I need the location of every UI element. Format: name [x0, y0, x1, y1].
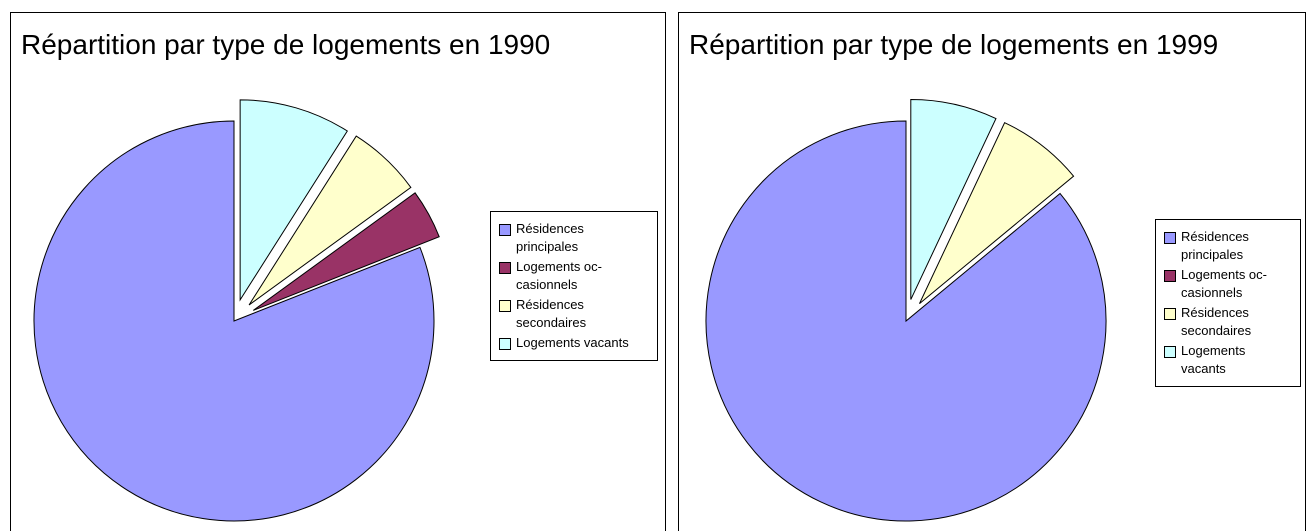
legend-swatch [1164, 346, 1176, 358]
legend-swatch [1164, 270, 1176, 282]
legend-item: Résidences secondaires [1164, 304, 1292, 340]
pie-slice [705, 120, 1107, 522]
legend-swatch [1164, 232, 1176, 244]
pie-slice [252, 192, 440, 311]
legend: Résidences principales Logements oc-casio… [490, 211, 658, 361]
legend-item: Logements oc-casionnels [499, 258, 649, 294]
legend-item: Logements vacants [499, 334, 649, 352]
pie-slice [919, 121, 1075, 305]
legend-item: Logements oc-casionnels [1164, 266, 1292, 302]
legend: Résidences principales Logements oc-casio… [1155, 219, 1301, 387]
legend-item: Résidences principales [1164, 228, 1292, 264]
legend-label: Logements vacants [516, 335, 629, 350]
legend-item: Résidences secondaires [499, 296, 649, 332]
pie-chart [33, 99, 440, 522]
legend-label: Résidences principales [516, 221, 584, 254]
legend-swatch [499, 262, 511, 274]
pie-slice [239, 99, 348, 302]
chart-title: Répartition par type de logements en 199… [21, 29, 551, 60]
pie-slice [910, 99, 997, 300]
legend-swatch [499, 224, 511, 236]
chart-panel: Résidences principales Logements oc-casio… [678, 12, 1306, 531]
legend-item: Logements vacants [1164, 342, 1292, 378]
legend-label: Résidences secondaires [516, 297, 587, 330]
legend-swatch [499, 300, 511, 312]
pie-slice [33, 120, 435, 522]
legend-label: Logements vacants [1181, 343, 1246, 376]
legend-swatch [1164, 308, 1176, 320]
legend-label: Logements oc-casionnels [1181, 267, 1267, 300]
legend-item: Résidences principales [499, 220, 649, 256]
pie-chart [705, 99, 1107, 522]
legend-label: Résidences principales [1181, 229, 1249, 262]
chart-title: Répartition par type de logements en 199… [689, 29, 1219, 60]
legend-label: Logements oc-casionnels [516, 259, 602, 292]
legend-swatch [499, 338, 511, 350]
chart-panel: Résidences principales Logements oc-casio… [10, 12, 666, 531]
legend-label: Résidences secondaires [1181, 305, 1252, 338]
pie-slice [248, 135, 412, 306]
